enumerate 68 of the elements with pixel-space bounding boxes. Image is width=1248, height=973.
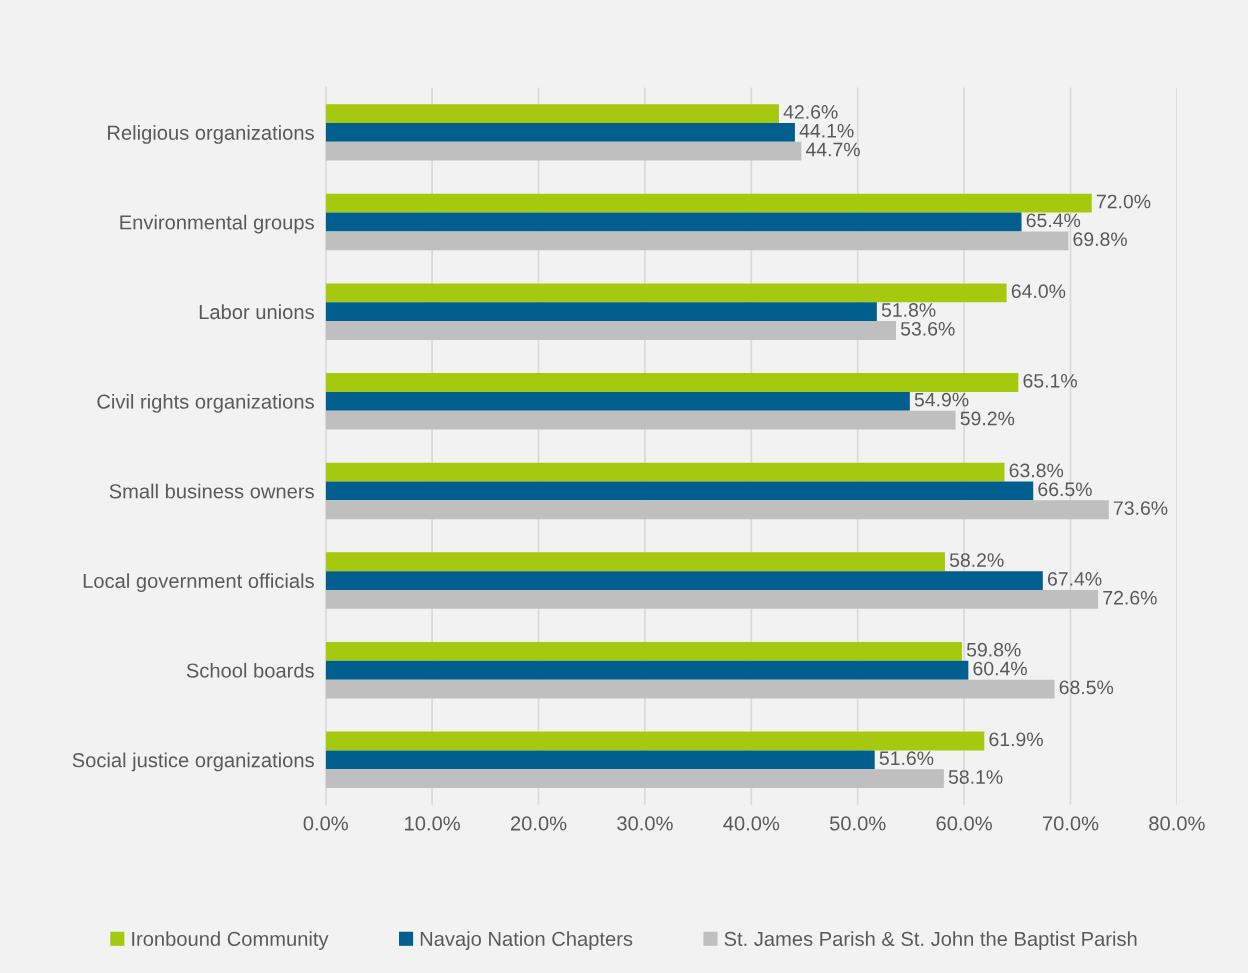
data-label: 42.6% [783,105,838,119]
legend-label: Navajo Nation Chapters [420,931,633,951]
bar [325,769,944,789]
data-label: 58.2% [949,553,1004,567]
data-label: 73.6% [1113,501,1168,515]
x-tick-label: 20.0% [510,816,567,831]
data-label: 44.1% [799,123,854,138]
data-label: 58.1% [948,770,1003,784]
x-tick-label: 60.0% [936,816,992,831]
bar [325,679,1055,699]
data-label: 64.0% [1011,284,1066,299]
bar [325,141,802,161]
bar [325,410,956,430]
x-tick-label: 30.0% [617,816,673,831]
y-tick-label: Environmental groups [120,214,314,234]
data-label: 67.4% [1047,572,1102,586]
bar [325,589,1099,609]
y-tick-label: Religious organizations [108,125,314,144]
bar [325,104,779,123]
data-label: 54.9% [914,392,969,407]
data-label: 72.0% [1096,194,1151,209]
data-label: 72.6% [1103,590,1157,605]
bar [325,122,795,142]
data-label: 44.7% [805,142,860,157]
bar [325,302,877,322]
bar [325,552,945,572]
y-tick-label: Local government officials [83,573,314,593]
x-tick-label: 80.0% [1149,816,1205,831]
y-tick-label: Social justice organizations [72,752,314,772]
bar [325,481,1034,501]
bar [325,391,910,411]
data-label: 59.2% [960,411,1015,426]
x-tick-label: 10.0% [405,816,460,831]
bar [325,283,1007,303]
y-tick-label: Small business owners [109,483,314,499]
bar [325,750,875,770]
bar [325,373,1019,392]
y-tick-label: Civil rights organizations [97,394,314,413]
data-label: 61.9% [989,732,1043,747]
data-label: 51.6% [879,751,934,766]
bar [325,321,896,340]
bar [325,571,1043,590]
bar [325,500,1109,520]
data-label: 65.4% [1026,213,1081,228]
data-label: 60.4% [973,661,1027,676]
data-label: 59.8% [966,642,1021,657]
x-tick-label: 50.0% [829,816,886,831]
bar [325,731,985,751]
data-label: 69.8% [1073,232,1127,247]
bar [325,212,1022,232]
legend-label: St. James Parish & St. John the Baptist Parish [724,931,1137,951]
bar [325,462,1005,482]
x-tick-label: 40.0% [723,816,780,831]
bar [325,660,969,680]
bar [325,641,962,661]
data-label: 68.5% [1059,680,1114,695]
bar [325,193,1092,213]
x-tick-label: 70.0% [1042,816,1099,831]
y-tick-label: Labor unions [199,304,314,320]
data-label: 65.1% [1023,373,1077,388]
data-label: 51.8% [881,303,936,317]
data-label: 63.8% [1009,463,1064,478]
y-tick-label: School boards [186,662,314,678]
legend-label: Ironbound Community [132,931,329,951]
data-label: 53.6% [900,321,955,336]
data-label: 66.5% [1038,482,1092,497]
x-tick-label: 0.0% [303,816,348,831]
bar [325,231,1069,251]
